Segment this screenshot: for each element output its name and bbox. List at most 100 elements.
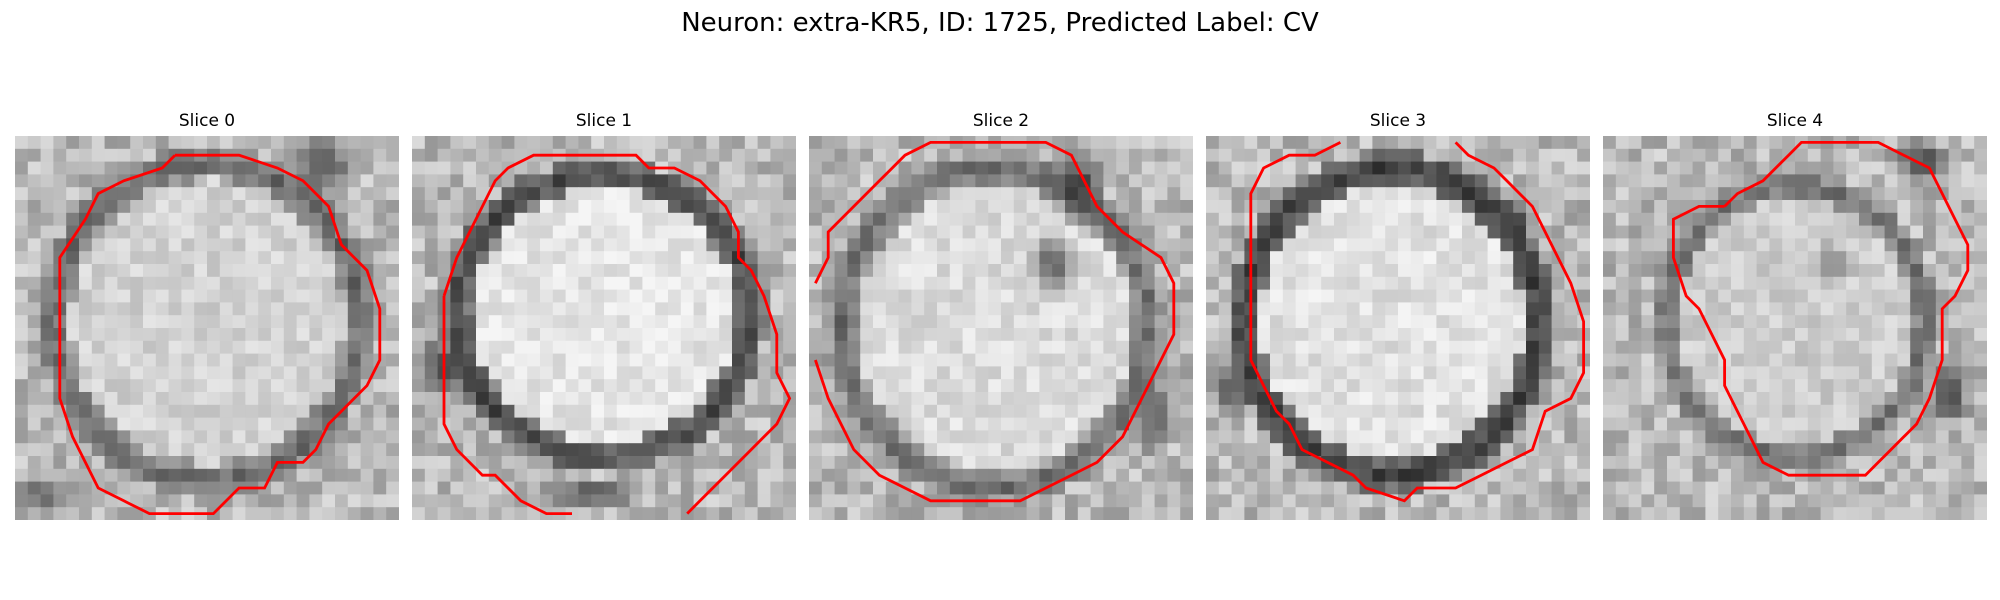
image-pixel — [1910, 238, 1923, 251]
image-pixel — [783, 238, 796, 251]
image-pixel — [335, 174, 348, 187]
image-pixel — [963, 315, 976, 328]
image-pixel — [1718, 264, 1731, 277]
image-pixel — [1449, 251, 1462, 264]
image-pixel — [694, 200, 707, 213]
image-pixel — [770, 226, 783, 239]
image-pixel — [1462, 328, 1475, 341]
image-pixel — [1385, 187, 1398, 200]
image-pixel — [591, 213, 604, 226]
image-pixel — [630, 392, 643, 405]
image-pixel — [181, 469, 194, 482]
image-pixel — [271, 302, 284, 315]
image-pixel — [1513, 136, 1526, 149]
image-pixel — [1731, 430, 1744, 443]
image-pixel — [1308, 494, 1321, 507]
image-pixel — [911, 290, 924, 303]
image-pixel — [873, 494, 886, 507]
image-pixel — [258, 136, 271, 149]
image-pixel — [233, 264, 246, 277]
image-pixel — [1398, 149, 1411, 162]
image-pixel — [1577, 469, 1590, 482]
image-pixel — [1206, 264, 1219, 277]
image-pixel — [1283, 469, 1296, 482]
image-pixel — [1411, 149, 1424, 162]
image-pixel — [79, 149, 92, 162]
image-pixel — [1155, 456, 1168, 469]
image-pixel — [361, 174, 374, 187]
image-pixel — [1283, 456, 1296, 469]
image-pixel — [1360, 469, 1373, 482]
image-pixel — [309, 149, 322, 162]
image-pixel — [220, 366, 233, 379]
image-pixel — [105, 379, 118, 392]
image-pixel — [1103, 418, 1116, 431]
image-pixel — [1552, 277, 1565, 290]
image-pixel — [130, 290, 143, 303]
image-pixel — [1552, 418, 1565, 431]
image-pixel — [1142, 200, 1155, 213]
image-pixel — [117, 507, 130, 520]
image-pixel — [783, 149, 796, 162]
image-pixel — [1769, 430, 1782, 443]
image-pixel — [309, 507, 322, 520]
image-pixel — [1219, 443, 1232, 456]
image-pixel — [924, 174, 937, 187]
image-pixel — [1488, 277, 1501, 290]
image-pixel — [783, 430, 796, 443]
image-pixel — [553, 456, 566, 469]
image-pixel — [194, 443, 207, 456]
image-pixel — [1296, 264, 1309, 277]
image-pixel — [1065, 366, 1078, 379]
image-pixel — [41, 264, 54, 277]
image-pixel — [194, 430, 207, 443]
image-pixel — [322, 290, 335, 303]
image-pixel — [1782, 213, 1795, 226]
image-pixel — [950, 366, 963, 379]
image-pixel — [156, 264, 169, 277]
image-pixel — [1116, 162, 1129, 175]
image-pixel — [1027, 162, 1040, 175]
image-pixel — [476, 238, 489, 251]
image-pixel — [1360, 290, 1373, 303]
image-pixel — [630, 430, 643, 443]
image-pixel — [668, 469, 681, 482]
image-pixel — [361, 200, 374, 213]
image-pixel — [835, 238, 848, 251]
image-pixel — [1654, 507, 1667, 520]
image-pixel — [591, 456, 604, 469]
image-pixel — [66, 366, 79, 379]
image-pixel — [963, 341, 976, 354]
image-pixel — [1961, 418, 1974, 431]
image-pixel — [1744, 315, 1757, 328]
image-pixel — [937, 174, 950, 187]
image-pixel — [578, 213, 591, 226]
image-pixel — [1283, 507, 1296, 520]
image-pixel — [450, 418, 463, 431]
image-pixel — [1564, 238, 1577, 251]
image-pixel — [1885, 264, 1898, 277]
image-pixel — [335, 379, 348, 392]
image-pixel — [1757, 162, 1770, 175]
image-pixel — [258, 238, 271, 251]
image-pixel — [809, 494, 822, 507]
image-pixel — [1385, 162, 1398, 175]
image-pixel — [1500, 264, 1513, 277]
image-pixel — [117, 366, 130, 379]
image-pixel — [553, 443, 566, 456]
image-pixel — [335, 366, 348, 379]
image-pixel — [963, 264, 976, 277]
image-pixel — [309, 290, 322, 303]
image-pixel — [1155, 379, 1168, 392]
image-pixel — [425, 136, 438, 149]
image-pixel — [194, 226, 207, 239]
image-pixel — [271, 315, 284, 328]
image-pixel — [527, 213, 540, 226]
image-pixel — [566, 226, 579, 239]
image-pixel — [245, 430, 258, 443]
image-pixel — [540, 136, 553, 149]
image-pixel — [1731, 213, 1744, 226]
image-pixel — [1846, 226, 1859, 239]
image-pixel — [950, 482, 963, 495]
image-pixel — [1360, 443, 1373, 456]
